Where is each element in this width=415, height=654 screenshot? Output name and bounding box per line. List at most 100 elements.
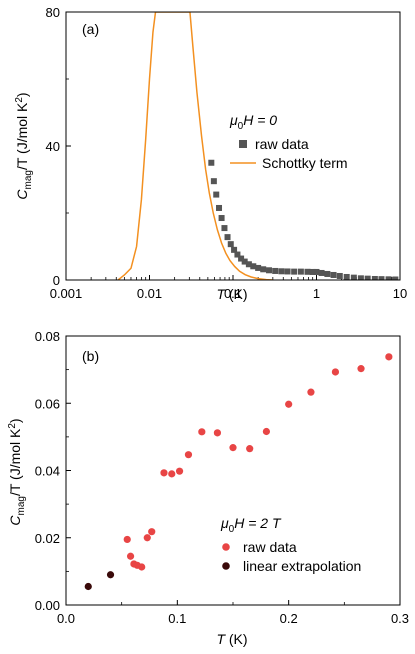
panel-b-x-tick-label: 0.3 (391, 611, 409, 626)
panel-a-raw-point (245, 261, 252, 268)
panel-a-raw-point (241, 258, 248, 265)
panel-b-raw-point (126, 552, 135, 560)
panel-a-raw-point (210, 178, 217, 185)
panel-a-schottky-line (117, 12, 273, 280)
panel-a-raw-point (216, 204, 223, 211)
panel-a-raw-point (309, 268, 316, 275)
panel-b-ylabel: Cmag/T (J/mol K2) (7, 418, 27, 525)
panel-b-raw-point (175, 467, 184, 475)
panel-a-raw-point (330, 271, 337, 278)
panel-b-plot-area (84, 353, 393, 591)
panel-b-legend-title: μ0H = 2 T (220, 515, 282, 535)
panel-a-legend-raw: raw data (255, 136, 309, 152)
panel-a-legend-marker-raw (239, 140, 247, 148)
panel-a-raw-point (378, 276, 385, 280)
panel-b-raw-point (123, 535, 131, 544)
panel-b-raw-point (213, 429, 222, 437)
panel-b-legend-marker-raw (222, 543, 230, 551)
panel-b-raw-point (229, 444, 237, 452)
panel-a-raw-point (385, 276, 392, 280)
panel-b-x-tick-label: 0.0 (57, 611, 75, 626)
panel-a-raw-point (238, 255, 245, 262)
panel-b-frame (65, 335, 401, 606)
panel-b-raw-point (138, 563, 146, 571)
panel-b-raw-point (143, 534, 151, 542)
panel-a-raw-point (272, 267, 279, 274)
panel-a-y-tick-label: 0 (53, 273, 60, 288)
panel-b-raw-point (307, 388, 315, 396)
panel-a-raw-point (291, 268, 298, 275)
panel-a-frame (65, 11, 401, 281)
panel-b-raw-point (148, 528, 156, 536)
panel-b-raw-point (168, 470, 176, 478)
panel-a-raw-point (231, 246, 238, 253)
panel-b-raw-point (160, 469, 168, 477)
panel-a-raw-point (392, 276, 399, 280)
panel-a-raw-point (234, 251, 241, 258)
panel-a-legend: μ0H = 0 raw data Schottky term (229, 112, 348, 171)
panel-a-x-tick-label: 0.1 (224, 286, 242, 301)
panel-a-raw-point (208, 159, 215, 166)
panel-a-raw-point (284, 268, 291, 275)
panel-a-ylabel: Cmag/T (J/mol K2) (14, 92, 34, 199)
panel-a-raw-point (213, 191, 220, 198)
panel-b-legend-extrap: linear extrapolation (243, 558, 361, 574)
panel-a-raw-point (221, 225, 228, 232)
panel-a-raw-point (350, 274, 357, 280)
panel-b-extrap-point (84, 582, 92, 591)
panel-a-xlabel: T (K) (216, 286, 247, 302)
panel-b-raw-point (331, 368, 340, 376)
panel-b-raw-point (246, 445, 254, 453)
panel-a-y-tick-label: 40 (46, 139, 60, 154)
panel-b-extrap-point (106, 571, 115, 579)
panel-a-plot-area (117, 12, 399, 280)
panel-b-x-tick-label: 0.1 (168, 611, 186, 626)
panel-b-raw-point (198, 428, 206, 436)
panel-a-raw-point (218, 215, 225, 222)
panel-b-y-tick-label: 0.02 (35, 531, 60, 546)
panel-b-x-tick-label: 0.2 (280, 611, 298, 626)
panel-a-raw-point (364, 275, 371, 280)
panel-b-ticks: 0.0 0.1 0.2 0.3 0.00 0.02 0.04 0.06 0.08 (35, 329, 409, 626)
panel-a-x-tick-label: 0.001 (50, 286, 83, 301)
panel-b-y-tick-label: 0.06 (35, 396, 60, 411)
panel-b-raw-point (357, 365, 365, 373)
panel-b-y-tick-label: 0.00 (35, 598, 60, 613)
panel-a-raw-point (250, 263, 257, 270)
panel-b-raw-point (184, 451, 193, 459)
panel-b-xlabel: T (K) (216, 631, 247, 647)
panel-b-legend-raw: raw data (243, 539, 297, 555)
panel-b: 0.0 0.1 0.2 0.3 0.00 0.02 0.04 0.06 0.08 (b) μ0H… (7, 329, 409, 647)
panel-a-raw-point (224, 234, 231, 241)
panel-a-raw-point (371, 275, 378, 280)
panel-a-x-tick-label: 10 (393, 286, 407, 301)
panel-a-raw-point (357, 275, 364, 280)
panel-a-x-tick-label: 1 (313, 286, 320, 301)
panel-b-label: (b) (82, 348, 99, 364)
panel-a-x-tick-label: 0.01 (137, 286, 162, 301)
panel-b-raw-point (385, 353, 393, 361)
panel-b-legend: μ0H = 2 T raw data linear extrapolation (220, 515, 361, 574)
panel-a-raw-point (227, 241, 234, 248)
panel-a-legend-title: μ0H = 0 (229, 112, 277, 132)
panel-b-legend-marker-extrap (222, 562, 230, 570)
panel-a-raw-point (318, 269, 325, 276)
panel-a-raw-point (260, 266, 267, 273)
panel-a-raw-point (336, 272, 343, 279)
panel-a-legend-schottky: Schottky term (262, 155, 348, 171)
panel-a-raw-point (255, 264, 262, 271)
panel-a-raw-point (324, 270, 331, 277)
panel-a-raw-point (266, 267, 273, 274)
panel-a-raw-point (297, 268, 304, 275)
panel-b-y-tick-label: 0.04 (35, 464, 60, 479)
panel-a-y-tick-label: 80 (46, 5, 60, 20)
panel-a-label: (a) (82, 21, 99, 37)
panel-b-raw-point (285, 400, 293, 408)
panel-a-raw-point (343, 273, 350, 280)
panel-a-raw-point (313, 268, 320, 275)
panel-a: 0.001 0.01 0.1 1 10 0 40 80 (a) μ0H = 0 raw dat… (14, 5, 407, 302)
panel-a-raw-point (304, 268, 311, 275)
panel-b-raw-point (262, 427, 270, 436)
panel-a-raw-point (278, 268, 285, 275)
